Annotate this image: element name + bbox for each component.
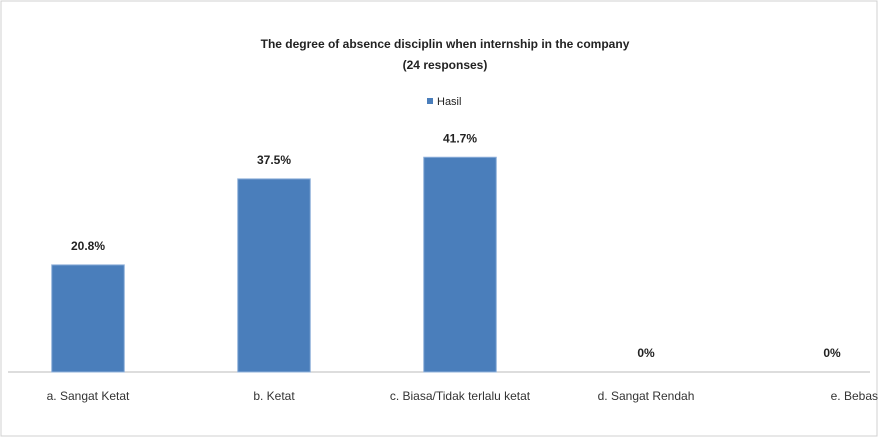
data-label: 0% — [823, 346, 841, 360]
x-tick-label: a. Sangat Ketat — [46, 389, 130, 403]
chart-title: The degree of absence disciplin when int… — [261, 37, 630, 51]
bar — [423, 156, 497, 373]
x-tick-label: c. Biasa/Tidak terlalu ketat — [389, 389, 531, 403]
x-tick-label: d. Sangat Rendah — [597, 389, 695, 403]
x-tick-label: e. Bebas — [830, 389, 878, 403]
data-label: 37.5% — [257, 153, 291, 167]
chart-subtitle: (24 responses) — [403, 58, 488, 72]
bar — [51, 264, 125, 373]
data-label: 0% — [637, 346, 655, 360]
legend-swatch — [427, 98, 433, 104]
data-label: 20.8% — [71, 239, 105, 253]
legend-label: Hasil — [437, 96, 461, 108]
data-label: 41.7% — [443, 131, 477, 145]
x-tick-label: b. Ketat — [253, 389, 295, 403]
bar — [237, 178, 311, 373]
